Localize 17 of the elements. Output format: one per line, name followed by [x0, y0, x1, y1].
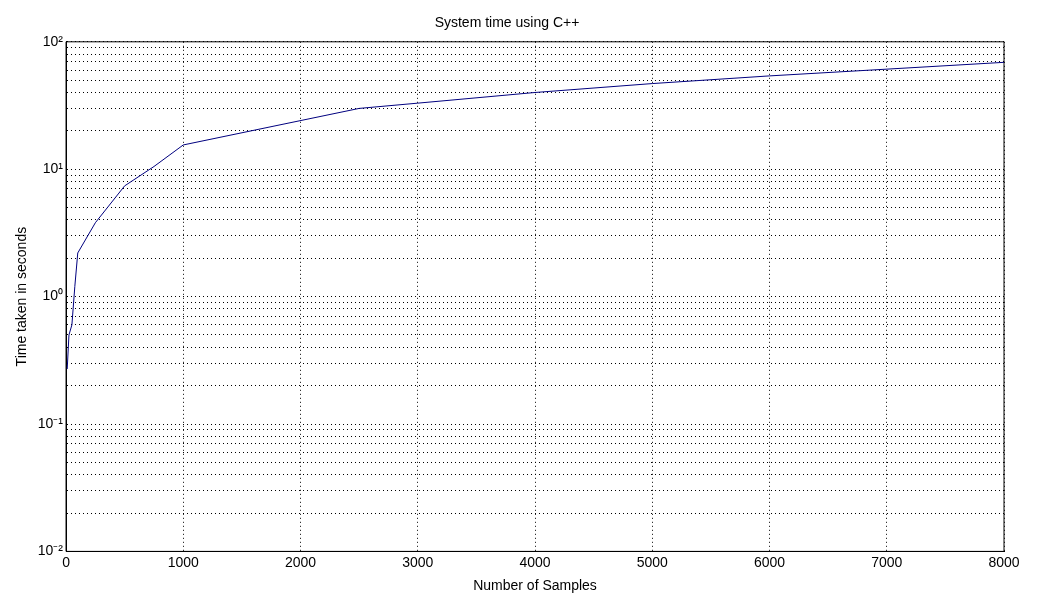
x-tick-label: 0 [62, 553, 71, 570]
y-tick-label: 10⁻¹ [37, 414, 64, 431]
y-axis-title: Time taken in seconds [13, 226, 30, 367]
x-tick-label: 8000 [988, 553, 1020, 570]
x-tick-label: 1000 [167, 553, 200, 570]
y-tick-label: 10⁰ [42, 287, 64, 304]
x-tick-label: 7000 [871, 553, 903, 570]
y-tick-label: 10⁻² [37, 542, 64, 559]
x-axis-title: Number of Samples [473, 577, 597, 594]
x-tick-label: 4000 [519, 553, 551, 570]
x-tick-label: 5000 [636, 553, 669, 570]
x-tick-label: 2000 [284, 553, 317, 570]
x-tick-label: 6000 [753, 553, 786, 570]
y-tick-label: 10² [42, 32, 64, 49]
y-tick-label: 10¹ [42, 160, 64, 177]
chart-title: System time using C++ [434, 14, 580, 31]
x-tick-label: 3000 [402, 553, 434, 570]
